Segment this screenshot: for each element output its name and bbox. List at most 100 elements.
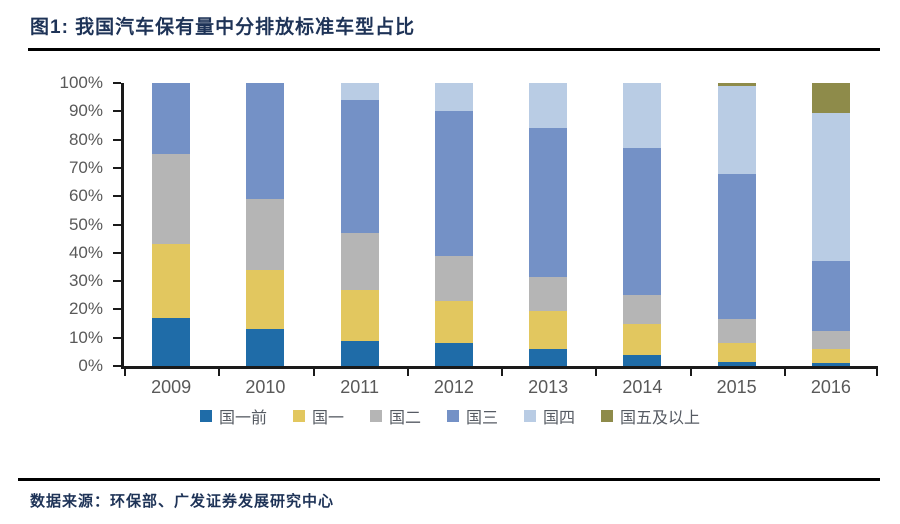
plot-area [121, 83, 878, 369]
x-category-label: 2010 [245, 377, 286, 397]
x-category-label: 2015 [716, 377, 757, 397]
legend-item-国二: 国二 [369, 404, 421, 428]
y-tick-mark [113, 280, 121, 283]
y-tick-label: 70% [68, 157, 103, 177]
x-tick-mark [689, 369, 692, 376]
bar-segment-国二 [246, 199, 285, 270]
y-tick-label: 0% [78, 356, 103, 375]
bar-segment-国三 [623, 148, 662, 296]
y-tick-label: 30% [68, 271, 103, 291]
legend-label: 国五及以上 [620, 410, 701, 427]
bar-segment-国三 [811, 261, 850, 331]
legend-swatch-icon [601, 410, 614, 422]
bar-segment-国二 [717, 319, 756, 344]
x-category-label: 2012 [433, 377, 474, 397]
y-tick-label: 80% [68, 129, 103, 149]
y-tick-label: 60% [68, 186, 103, 206]
bar-segment-国三 [434, 111, 473, 256]
bar-2011 [313, 83, 407, 366]
title-divider [28, 48, 880, 51]
legend-item-国一前: 国一前 [199, 404, 267, 428]
x-category-label: 2009 [151, 377, 192, 397]
source-note: 数据来源：环保部、广发证券发展研究中心 [30, 493, 335, 510]
legend-label: 国二 [388, 410, 421, 427]
y-tick-label: 20% [68, 299, 103, 319]
bar-segment-国一 [152, 244, 191, 318]
y-tick-mark [113, 166, 121, 169]
legend-item-国五及以上: 国五及以上 [601, 404, 700, 428]
bar-segment-国二 [152, 153, 191, 245]
bar-segment-国二 [529, 276, 568, 311]
y-tick-mark [113, 195, 121, 198]
bar-segment-国一前 [529, 349, 568, 366]
bar-segment-国三 [717, 173, 756, 320]
y-tick-label: 10% [68, 327, 103, 347]
x-tick-mark [406, 369, 409, 376]
bar-segment-国一前 [717, 361, 756, 366]
x-tick-mark [124, 369, 126, 376]
bar-segment-国三 [529, 128, 568, 277]
legend-label: 国一 [311, 410, 344, 427]
legend-swatch-icon [199, 410, 212, 422]
chart-legend: 国一前 国一 国二 国三 国四 国五及以上 [0, 404, 900, 428]
bar-segment-国二 [623, 295, 662, 324]
bar-2015 [690, 83, 784, 366]
legend-swatch-icon [292, 410, 305, 422]
bar-segment-国一 [246, 269, 285, 330]
y-tick-label: 100% [59, 73, 103, 92]
bar-segment-国一 [717, 343, 756, 362]
bar-segment-国三 [340, 100, 379, 233]
figure-title: 图1: 我国汽车保有量中分排放标准车型占比 [30, 17, 416, 38]
bar-2014 [595, 83, 689, 366]
bar-segment-国一前 [434, 343, 473, 366]
bar-segment-国一 [811, 349, 850, 364]
x-category-label: 2014 [622, 377, 663, 397]
y-tick-mark [113, 223, 121, 226]
bar-segment-国一 [623, 323, 662, 355]
y-tick-label: 40% [68, 242, 103, 262]
x-category-label: 2011 [340, 377, 379, 397]
legend-item-国三: 国三 [447, 404, 498, 428]
bar-segment-国二 [340, 233, 379, 290]
bar-segment-国四 [811, 112, 850, 262]
legend-label: 国一前 [218, 410, 267, 427]
bar-2009 [124, 83, 218, 366]
x-tick-mark [876, 369, 878, 376]
bar-segment-国二 [434, 255, 473, 301]
x-tick-mark [218, 369, 221, 376]
x-tick-mark [595, 369, 598, 376]
bar-segment-国一 [340, 289, 379, 341]
y-tick-mark [113, 138, 121, 141]
bar-segment-国五及以上 [717, 83, 756, 86]
legend-label: 国四 [543, 410, 576, 427]
legend-swatch-icon [369, 410, 382, 422]
bar-2016 [784, 83, 878, 366]
bar-segment-国三 [246, 83, 285, 200]
x-tick-mark [312, 369, 315, 376]
bar-2012 [407, 83, 501, 366]
bar-segment-国二 [811, 330, 850, 350]
y-tick-label: 90% [68, 101, 103, 121]
footer-divider [18, 478, 880, 481]
bar-segment-国三 [152, 83, 191, 154]
bar-segment-国一前 [246, 329, 285, 366]
x-tick-mark [501, 369, 503, 376]
bar-segment-国一前 [623, 354, 662, 366]
bar-segment-国四 [434, 83, 473, 112]
bar-segment-国一前 [811, 363, 850, 366]
y-tick-mark [113, 365, 121, 367]
y-tick-label: 50% [68, 214, 103, 234]
bar-segment-国一 [529, 310, 568, 350]
legend-item-国四: 国四 [524, 404, 575, 428]
y-tick-mark [113, 82, 121, 84]
bar-segment-国四 [340, 83, 379, 100]
x-category-label: 2013 [528, 377, 569, 397]
y-tick-mark [113, 251, 121, 254]
bar-2010 [218, 83, 312, 366]
legend-label: 国三 [466, 410, 499, 427]
bar-segment-国四 [623, 83, 662, 149]
y-tick-mark [113, 336, 121, 339]
bar-2013 [501, 83, 595, 366]
stacked-bar-chart: 0% 10% 20% 30% 40% 50% 60% 70% 80% 90% 100% 2009 20… [0, 56, 900, 427]
y-tick-mark [113, 110, 121, 113]
